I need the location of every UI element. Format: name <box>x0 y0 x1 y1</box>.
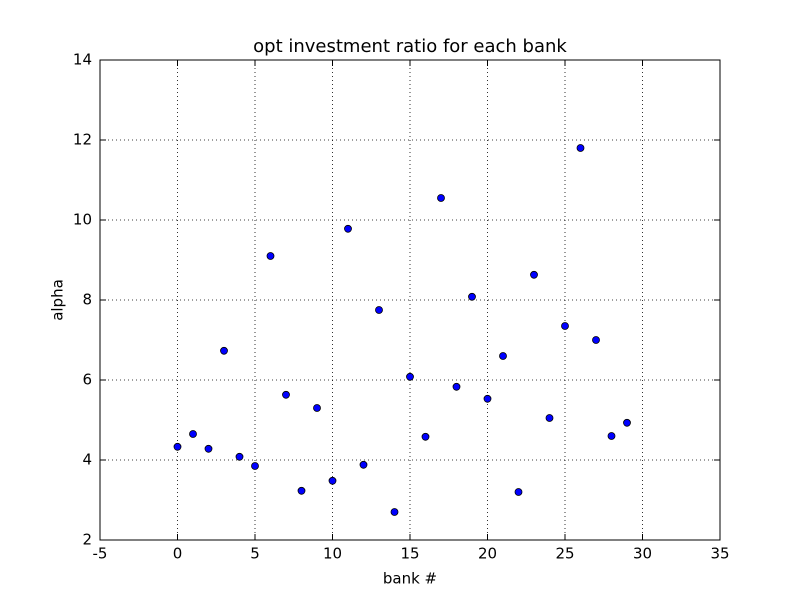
scatter-point <box>623 418 631 427</box>
scatter-point <box>406 372 414 381</box>
x-tick-label: 15 <box>400 545 419 563</box>
scatter-point <box>437 194 445 202</box>
scatter-point <box>297 486 306 495</box>
scatter-point <box>592 336 600 344</box>
x-tick-label: -5 <box>93 545 108 563</box>
y-tick-label: 10 <box>73 211 92 229</box>
plot-frame <box>99 59 721 541</box>
scatter-point <box>220 346 228 355</box>
scatter-point <box>282 390 290 399</box>
scatter-point <box>344 224 352 233</box>
scatter-point <box>499 352 507 360</box>
scatter-point <box>251 462 259 470</box>
x-tick-label: 0 <box>173 545 183 563</box>
scatter-point <box>173 442 182 451</box>
scatter-point <box>375 306 383 314</box>
x-tick-label: 25 <box>555 545 574 563</box>
y-tick-label: 14 <box>73 51 92 69</box>
scatter-point <box>514 488 523 496</box>
scatter-point <box>468 292 476 301</box>
scatter-point <box>483 394 492 403</box>
y-tick-label: 8 <box>82 291 92 309</box>
x-tick-label: 5 <box>250 545 260 563</box>
scatter-point <box>561 322 569 330</box>
scatter-point <box>545 414 554 422</box>
scatter-point <box>328 476 337 485</box>
y-tick-label: 12 <box>73 131 92 149</box>
scatter-point <box>359 460 368 469</box>
scatter-point <box>204 444 213 453</box>
x-tick-label: 20 <box>478 545 497 563</box>
y-tick-label: 2 <box>82 531 92 549</box>
scatter-point <box>452 382 461 391</box>
chart-title: opt investment ratio for each bank <box>253 36 567 57</box>
scatter-point <box>530 270 538 279</box>
x-tick-label: 10 <box>323 545 342 563</box>
scatter-point <box>235 452 244 461</box>
y-tick-label: 4 <box>82 451 92 469</box>
scatter-point <box>390 508 399 516</box>
y-axis-label: alpha <box>49 279 67 321</box>
scatter-point <box>313 404 321 412</box>
scatter-point <box>189 430 197 438</box>
x-axis-label: bank # <box>383 570 437 588</box>
scatter-point <box>421 432 430 441</box>
scatter-point <box>576 144 585 152</box>
scatter-point <box>607 432 616 440</box>
scatter-point <box>266 252 275 260</box>
y-tick-label: 6 <box>82 371 92 389</box>
x-tick-label: 35 <box>710 545 729 563</box>
x-tick-label: 30 <box>633 545 652 563</box>
